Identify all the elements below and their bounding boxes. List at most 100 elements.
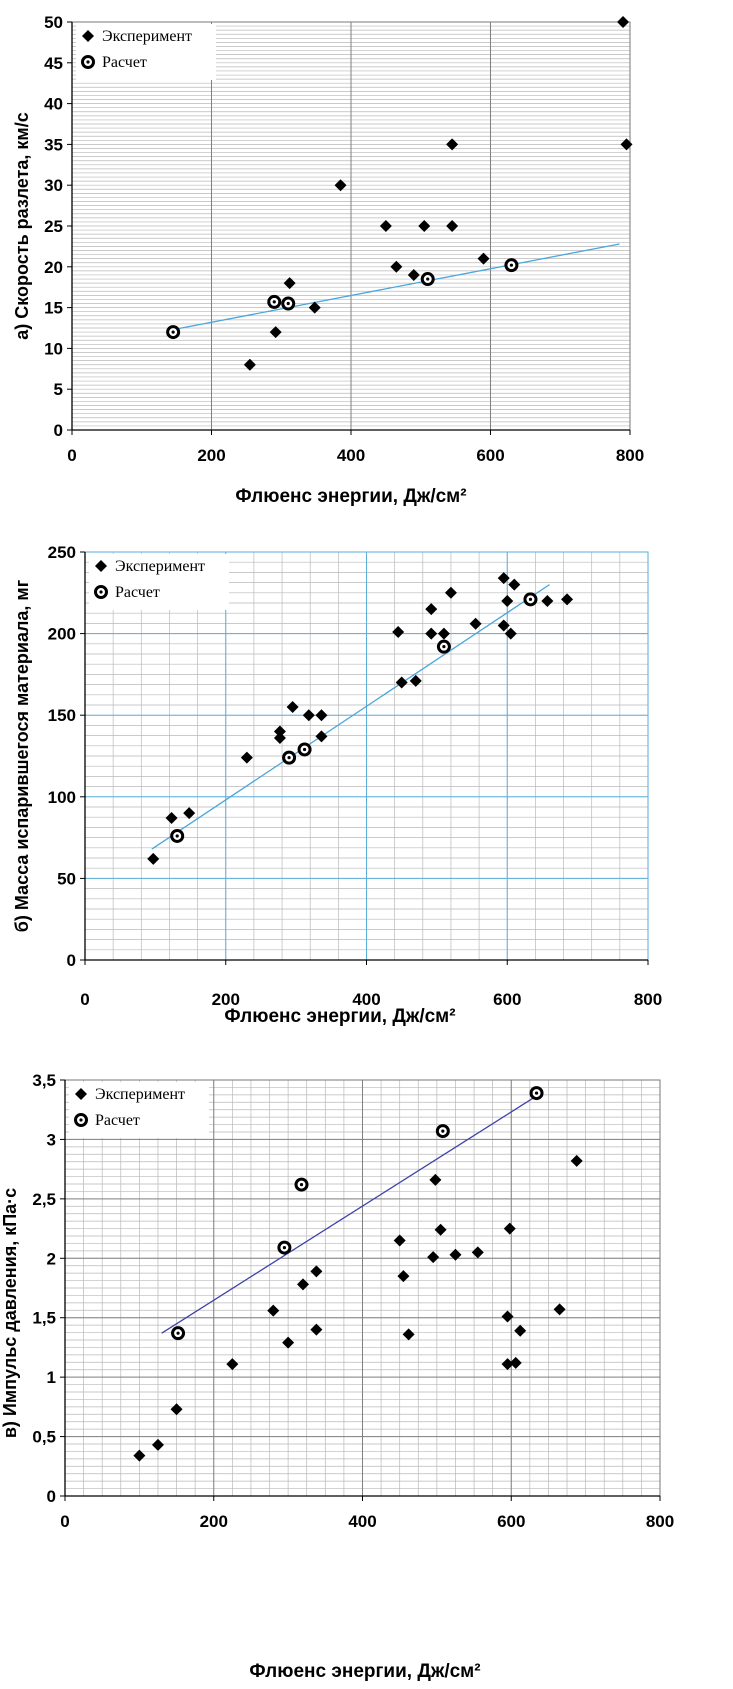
chart-b-experiment-point [183, 807, 196, 820]
chart-a-trendline [173, 243, 620, 331]
chart-a-experiment-point [418, 220, 431, 232]
chart-c-y-axis-label: в) Импульс давления, кПа·с [0, 1188, 20, 1438]
chart-b-experiment-point [504, 627, 517, 640]
chart-b-calculation-point [297, 742, 312, 757]
chart-b-experiment-point [469, 617, 482, 630]
chart-a-calculation-point [281, 296, 296, 311]
chart-b-experiment-point [165, 812, 178, 825]
chart-a-experiment-point [407, 268, 420, 281]
chart-a-legend-experiment-label: Эксперимент [102, 28, 192, 45]
chart-b-calculation-point [523, 592, 538, 607]
chart-b-y-tick-label: 150 [48, 706, 76, 725]
chart-b: б) Масса испарившегося материала, мг Флю… [12, 543, 662, 1027]
chart-b-x-tick-label: 200 [212, 990, 240, 1009]
chart-b-calculation-point [282, 750, 297, 765]
chart-c-experiment-point [471, 1246, 484, 1259]
chart-a-y-tick-label: 5 [54, 380, 63, 399]
chart-a-experiment-point [477, 252, 490, 265]
chart-c-calculation-point [435, 1124, 450, 1139]
chart-a-y-tick-label: 50 [44, 13, 63, 32]
chart-b-experiment-point [541, 594, 554, 607]
chart-b-experiment-point [501, 594, 514, 607]
chart-c-experiment-point [151, 1438, 164, 1451]
chart-c-experiment-point [570, 1154, 583, 1167]
chart-a-y-tick-label: 10 [44, 339, 63, 358]
chart-c-experiment-point [226, 1358, 239, 1371]
chart-b-y-tick-label: 100 [48, 788, 76, 807]
chart-c-experiment-point [514, 1324, 527, 1337]
chart-b-experiment-point [392, 625, 405, 638]
chart-a-experiment-point [617, 16, 630, 28]
chart-a-series-experiment [243, 16, 633, 371]
chart-a-y-tick-label: 0 [54, 421, 63, 440]
chart-a-y-tick-label: 20 [44, 258, 63, 277]
chart-b-grid [84, 551, 649, 961]
chart-b-y-tick-label: 0 [67, 951, 76, 970]
chart-c-experiment-point [170, 1403, 183, 1416]
chart-a-legend-calculation-marker [81, 55, 95, 69]
chart-c-x-tick-label: 0 [60, 1512, 69, 1531]
chart-a-y-tick-label: 25 [44, 217, 63, 236]
chart-b-experiment-point [273, 732, 286, 745]
chart-b-y-tick-label: 250 [48, 543, 76, 562]
chart-a-calculation-point [420, 272, 435, 287]
chart-a-experiment-point [446, 138, 459, 151]
chart-b-legend-calculation-marker [94, 585, 108, 599]
chart-b-x-tick-label: 800 [634, 990, 662, 1009]
chart-c-experiment-point [397, 1270, 410, 1283]
chart-c-experiment-point [427, 1251, 440, 1264]
chart-c-y-tick-label: 1 [47, 1368, 56, 1387]
chart-c-trendline [161, 1097, 534, 1334]
chart-c: в) Импульс давления, кПа·с Флюенс энерги… [0, 1071, 674, 1682]
chart-b-experiment-point [240, 751, 253, 764]
chart-b-x-tick-label: 600 [493, 990, 521, 1009]
chart-c-experiment-point [501, 1310, 514, 1323]
chart-b-experiment-point [437, 627, 450, 640]
chart-b-experiment-point [444, 586, 457, 599]
chart-c-x-tick-label: 600 [497, 1512, 525, 1531]
chart-c-calculation-point [529, 1086, 544, 1101]
chart-b-legend: Эксперимент Расчет [89, 554, 229, 610]
chart-b-calculation-point [436, 639, 451, 654]
chart-c-experiment-point [393, 1234, 406, 1247]
chart-c-legend: Эксперимент Расчет [69, 1082, 209, 1138]
chart-c-series-experiment [133, 1154, 583, 1462]
chart-a-experiment-point [379, 220, 392, 232]
chart-c-experiment-point [310, 1323, 323, 1336]
chart-b-experiment-point [497, 619, 510, 632]
chart-a-legend-calculation-label: Расчет [102, 54, 147, 71]
chart-c-series-calculation [171, 1086, 544, 1341]
chart-c-calculation-point [294, 1177, 309, 1192]
chart-b-experiment-point [497, 572, 510, 585]
chart-b-y-tick-label: 200 [48, 625, 76, 644]
chart-a-x-tick-label: 200 [197, 446, 225, 465]
chart-c-experiment-point [501, 1358, 514, 1371]
chart-a-calculation-point [267, 294, 282, 309]
chart-c-x-axis-label: Флюенс энергии, Дж/см² [249, 1661, 480, 1682]
chart-a-x-tick-label: 800 [616, 446, 644, 465]
chart-a-x-axis-label: Флюенс энергии, Дж/см² [235, 486, 466, 507]
chart-c-y-tick-label: 2 [47, 1249, 56, 1268]
chart-a-y-tick-label: 30 [44, 176, 63, 195]
chart-c-legend-experiment-marker [75, 1088, 87, 1100]
chart-b-legend-experiment-label: Эксперимент [115, 558, 205, 575]
chart-c-experiment-point [402, 1328, 415, 1341]
chart-a-experiment-point [269, 326, 282, 339]
chart-c-y-tick-label: 0 [47, 1487, 56, 1506]
chart-c-y-tick-label: 2,5 [32, 1190, 56, 1209]
chart-c-experiment-point [429, 1173, 442, 1186]
chart-c-x-tick-label: 200 [200, 1512, 228, 1531]
chart-b-experiment-point [302, 709, 315, 722]
chart-c-legend-calculation-marker [74, 1113, 88, 1127]
chart-b-legend-experiment-marker [95, 560, 107, 572]
chart-b-experiment-point [425, 627, 438, 640]
chart-c-legend-experiment-label: Эксперимент [95, 1086, 185, 1103]
chart-b-experiment-point [508, 578, 521, 591]
chart-a-legend: Эксперимент Расчет [76, 24, 216, 80]
chart-a-y-tick-label: 40 [44, 95, 63, 114]
chart-b-x-tick-label: 400 [352, 990, 380, 1009]
chart-b-series-experiment [147, 572, 574, 865]
chart-b-calculation-point [170, 828, 185, 843]
chart-a-x-tick-label: 400 [337, 446, 365, 465]
chart-a-experiment-point [390, 260, 403, 273]
